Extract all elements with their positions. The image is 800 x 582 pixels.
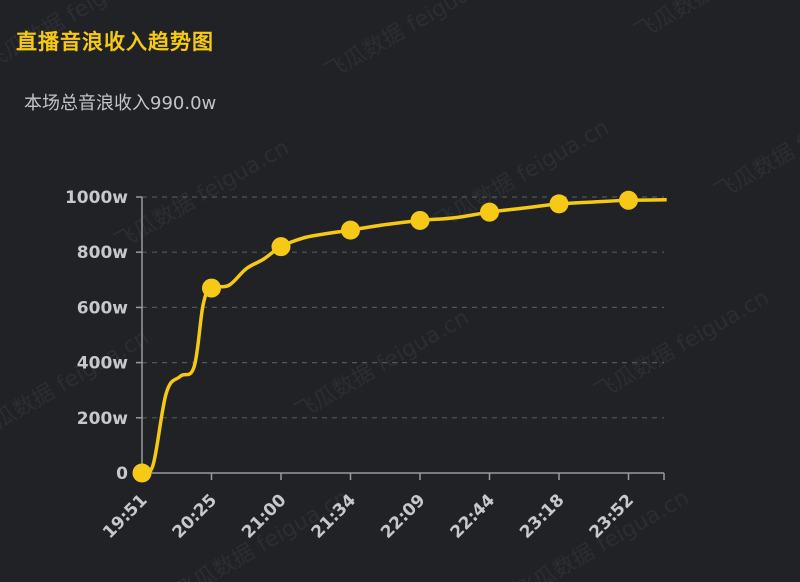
x-tick-label-3: 21:34 bbox=[308, 490, 361, 543]
data-point-7[interactable] bbox=[619, 190, 638, 210]
x-tick-label-4: 22:09 bbox=[377, 490, 429, 542]
data-point-0[interactable] bbox=[132, 463, 152, 483]
y-tick-label-1: 200w bbox=[77, 409, 128, 429]
data-point-3[interactable] bbox=[341, 220, 360, 240]
data-point-4[interactable] bbox=[410, 210, 430, 230]
y-tick-label-0: 0 bbox=[116, 464, 128, 484]
x-tick-label-0: 19:51 bbox=[99, 490, 151, 542]
x-tick-label-2: 21:00 bbox=[238, 490, 291, 543]
y-tick-label-3: 600w bbox=[77, 298, 128, 318]
data-point-5[interactable] bbox=[480, 202, 499, 222]
series-line-0 bbox=[140, 198, 667, 476]
data-point-6[interactable] bbox=[549, 194, 569, 214]
x-tick-label-1: 20:25 bbox=[169, 490, 221, 542]
y-tick-label-4: 800w bbox=[77, 243, 128, 263]
x-axis-ticks: 19:51 20:25 21:00 21:34 22:09 22:44 23:18 23:52 bbox=[99, 473, 665, 543]
chart-title: 直播音浪收入趋势图 bbox=[16, 30, 214, 54]
x-tick-label-5: 22:44 bbox=[447, 490, 500, 543]
axes bbox=[141, 197, 664, 474]
series-layer bbox=[132, 190, 667, 483]
chart-subtitle: 本场总音浪收入990.0w bbox=[24, 93, 217, 114]
x-tick-label-7: 23:52 bbox=[586, 490, 638, 542]
y-tick-label-2: 400w bbox=[77, 354, 128, 374]
y-axis-ticks: 0 200w 400w 600w 800w 1000w bbox=[65, 188, 142, 484]
data-point-2[interactable] bbox=[271, 237, 291, 257]
x-tick-label-6: 23:18 bbox=[516, 490, 568, 542]
grid-lines bbox=[142, 196, 664, 419]
y-tick-label-5: 1000w bbox=[65, 188, 128, 208]
data-point-1[interactable] bbox=[202, 278, 221, 298]
